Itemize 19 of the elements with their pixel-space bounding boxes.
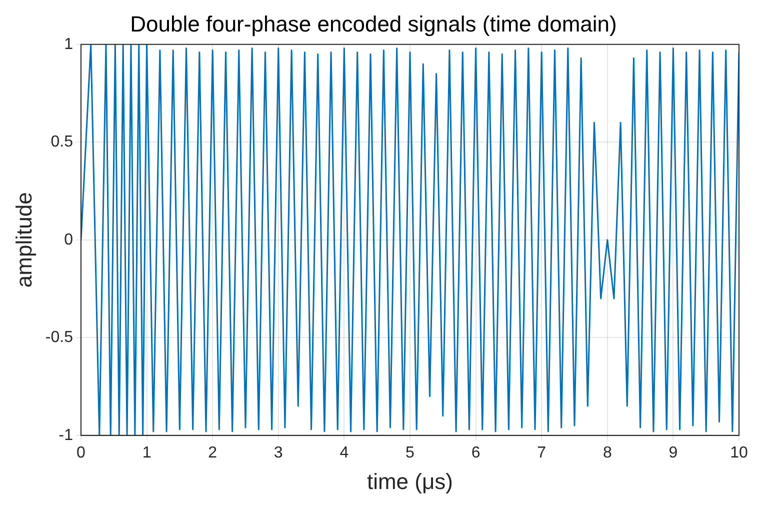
- x-tick-label: 5: [406, 444, 415, 462]
- x-tick-label: 10: [730, 444, 748, 462]
- y-tick-label: 1: [64, 36, 74, 53]
- y-axis-title: amplitude: [11, 192, 36, 288]
- x-tick-label: 2: [208, 444, 218, 462]
- x-tick-label: 8: [602, 444, 612, 462]
- x-tick-label: 6: [471, 444, 480, 462]
- x-axis-title: time (μs): [366, 468, 453, 494]
- x-tick-label: 7: [537, 444, 546, 462]
- y-tick-label: 0: [64, 231, 74, 248]
- y-tick-label: 0.5: [50, 134, 74, 151]
- y-tick-label: -1: [58, 426, 74, 444]
- chart-title: Double four-phase encoded signals (time domain): [130, 11, 617, 36]
- x-tick-label: 9: [668, 444, 678, 462]
- x-tick-label: 1: [142, 444, 152, 462]
- y-tick-label: -0.5: [45, 329, 74, 346]
- x-tick-label: 4: [340, 444, 349, 462]
- x-tick-label: 3: [274, 444, 283, 462]
- x-tick-label: 0: [76, 444, 86, 462]
